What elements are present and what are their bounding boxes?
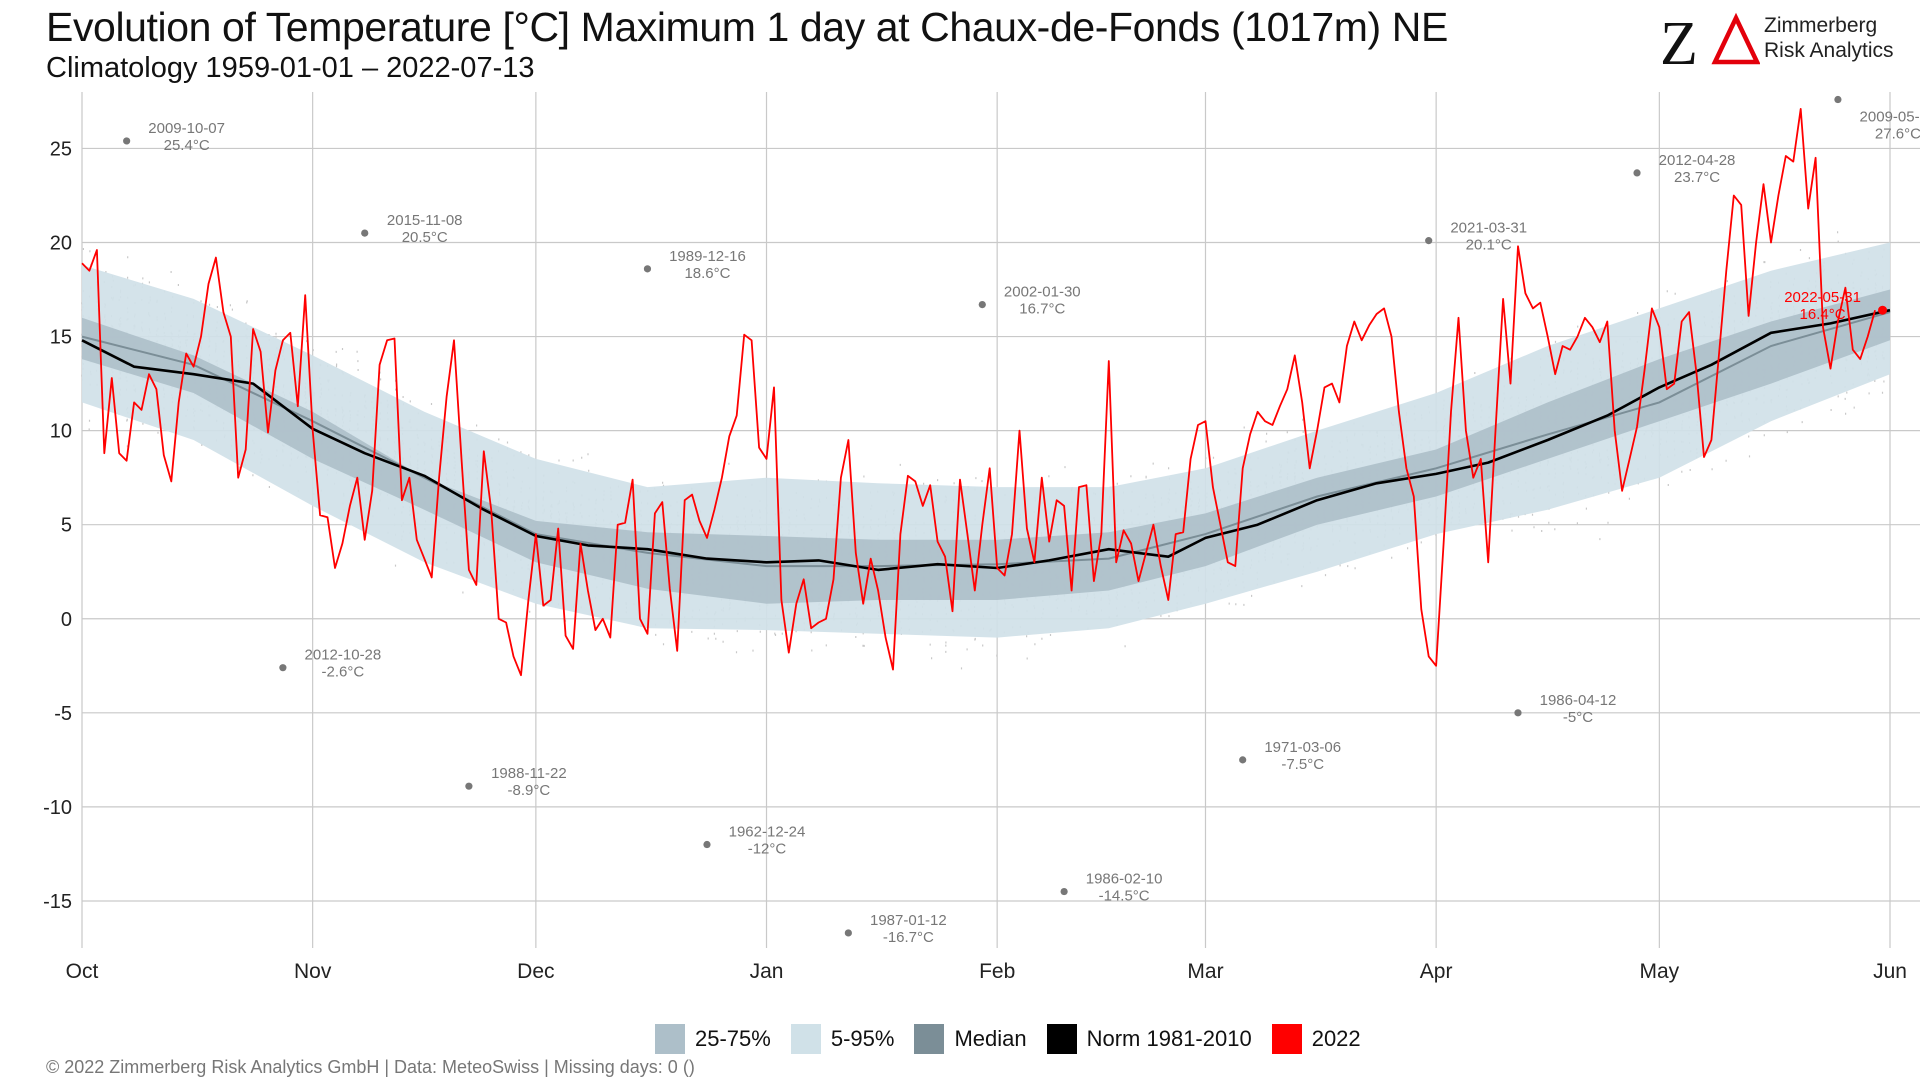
record-point bbox=[643, 265, 652, 273]
record-date-label: 1986-04-12 bbox=[1540, 692, 1617, 709]
y-tick-label: 25 bbox=[50, 138, 72, 160]
x-axis-labels: Oct Nov Dec Jan Feb Mar Apr May Jun bbox=[66, 960, 1907, 983]
chart-subtitle: Climatology 1959-01-01 – 2022-07-13 bbox=[46, 52, 535, 84]
record-date-label: 2009-10-07 bbox=[148, 120, 225, 137]
record-value-label: -14.5°C bbox=[1099, 888, 1150, 905]
y-tick-label: 5 bbox=[61, 515, 72, 537]
record-point bbox=[1633, 169, 1641, 177]
record-date-label: 1987-01-12 bbox=[870, 912, 947, 929]
legend-swatch bbox=[790, 1024, 821, 1054]
record-date-label: 2002-01-30 bbox=[1004, 284, 1081, 301]
y-tick-label: -15 bbox=[43, 891, 72, 913]
current-value-point bbox=[1878, 305, 1888, 315]
record-value-label: -16.7°C bbox=[883, 929, 934, 946]
band-25-75 bbox=[82, 289, 1890, 604]
record-point bbox=[1514, 709, 1522, 717]
legend-swatch bbox=[1046, 1024, 1077, 1054]
record-point bbox=[1425, 237, 1433, 245]
legend-item: 5-95% bbox=[790, 1024, 895, 1054]
x-tick-label: May bbox=[1640, 960, 1680, 983]
record-point bbox=[1239, 756, 1247, 764]
record-value-label: 20.1°C bbox=[1466, 237, 1512, 254]
x-tick-label: Dec bbox=[517, 960, 554, 983]
record-date-label: 2012-04-28 bbox=[1659, 152, 1736, 169]
legend-label: Norm 1981-2010 bbox=[1086, 1026, 1252, 1051]
record-point bbox=[1834, 95, 1842, 104]
record-value-label: 27.6°C bbox=[1875, 126, 1920, 143]
x-tick-label: Apr bbox=[1420, 960, 1453, 983]
legend-label: 25-75% bbox=[695, 1026, 771, 1051]
record-point bbox=[123, 137, 131, 145]
y-tick-label: -5 bbox=[54, 703, 72, 725]
brand-logo: Z Zimmerberg Risk Analytics bbox=[1660, 12, 1910, 72]
record-value-label: -2.6°C bbox=[322, 664, 365, 681]
legend-item: 25-75% bbox=[655, 1024, 771, 1054]
record-value-label: -5°C bbox=[1563, 709, 1593, 726]
chart-title: Evolution of Temperature [°C] Maximum 1 … bbox=[46, 4, 1448, 50]
record-value-label: 25.4°C bbox=[164, 137, 210, 154]
logo-line-1: Zimmerberg bbox=[1764, 14, 1878, 37]
legend-item: Norm 1981-2010 bbox=[1046, 1024, 1252, 1054]
record-value-label: 20.5°C bbox=[402, 229, 448, 246]
svg-text:Z: Z bbox=[1660, 12, 1698, 70]
legend-swatch bbox=[655, 1024, 685, 1054]
legend-swatch bbox=[1271, 1024, 1302, 1054]
record-value-label: -8.9°C bbox=[508, 782, 551, 799]
record-date-label: 1989-12-16 bbox=[669, 248, 746, 265]
za-logo-icon: Z bbox=[1660, 12, 1760, 70]
y-tick-label: 0 bbox=[61, 609, 72, 631]
y-tick-label: 15 bbox=[50, 327, 72, 349]
record-value-label: 16.7°C bbox=[1019, 301, 1065, 318]
record-point bbox=[844, 929, 852, 937]
footer-text: © 2022 Zimmerberg Risk Analytics GmbH | … bbox=[46, 1057, 695, 1077]
record-point bbox=[465, 782, 473, 790]
y-axis-labels: -15 -10 -5 0 5 10 15 20 25 bbox=[43, 138, 72, 913]
x-tick-label: Jun bbox=[1873, 960, 1907, 983]
y-tick-label: 10 bbox=[50, 421, 72, 443]
record-date-label: 2021-03-31 bbox=[1450, 220, 1527, 237]
legend-item: Median bbox=[914, 1024, 1027, 1054]
record-point bbox=[703, 840, 711, 849]
legend-label: 2022 bbox=[1311, 1026, 1361, 1051]
x-tick-label: Feb bbox=[979, 960, 1015, 983]
record-value-label: -7.5°C bbox=[1281, 756, 1324, 773]
current-date-label: 2022-05-31 bbox=[1784, 289, 1861, 306]
record-point bbox=[361, 229, 369, 237]
series-2022-line bbox=[81, 108, 1876, 677]
record-point bbox=[1060, 887, 1068, 896]
x-tick-label: Nov bbox=[294, 960, 332, 983]
record-date-label: 1962-12-24 bbox=[729, 824, 806, 841]
y-tick-label: -10 bbox=[43, 797, 72, 819]
record-date-label: 2012-10-28 bbox=[305, 647, 382, 664]
legend-label: Median bbox=[954, 1026, 1027, 1051]
x-tick-label: Mar bbox=[1187, 960, 1223, 983]
record-date-label: 1971-03-06 bbox=[1264, 739, 1341, 756]
logo-line-2: Risk Analytics bbox=[1764, 39, 1894, 62]
legend-swatch bbox=[914, 1024, 945, 1054]
current-value-label: 16.4°C bbox=[1800, 306, 1846, 323]
record-value-label: 23.7°C bbox=[1674, 169, 1720, 186]
x-tick-label: Jan bbox=[750, 960, 784, 983]
record-value-label: 18.6°C bbox=[684, 265, 730, 282]
x-tick-label: Oct bbox=[66, 960, 99, 983]
record-value-label: -12°C bbox=[748, 841, 787, 858]
legend-item: 2022 bbox=[1271, 1024, 1361, 1054]
record-date-label: 2015-11-08 bbox=[387, 212, 463, 229]
legend-label: 5-95% bbox=[830, 1026, 895, 1051]
y-tick-label: 20 bbox=[50, 233, 72, 255]
record-point bbox=[279, 664, 287, 672]
record-point bbox=[978, 300, 986, 309]
record-date-label: 2009-05-25 bbox=[1860, 109, 1920, 126]
chart-legend: 25-75% 5-95% Median Norm 1981-2010 2022 bbox=[655, 1022, 1381, 1056]
record-date-label: 1986-02-10 bbox=[1086, 871, 1163, 888]
record-date-label: 1988-11-22 bbox=[491, 765, 567, 782]
